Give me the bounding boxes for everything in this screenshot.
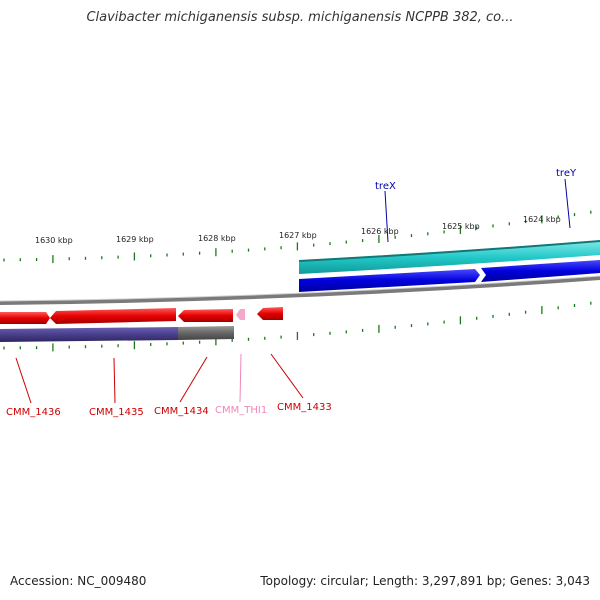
teal-feature-track[interactable] (299, 241, 600, 274)
scale-label: 1627 kbp (279, 231, 317, 240)
scale-label: 1624 kbp (523, 215, 561, 224)
gene-label-CMM_THI1[interactable]: CMM_THI1 (215, 405, 267, 416)
CMM_1433-leader-line (270, 353, 304, 399)
CMM_1434-leader-line (179, 356, 208, 403)
lower-scale-ticks (3, 301, 592, 352)
gene-label-CMM_1434[interactable]: CMM_1434 (154, 406, 209, 417)
gene-CMM_1434-arrow[interactable] (178, 309, 233, 322)
gene-label-treX[interactable]: treX (375, 181, 396, 192)
CMM_1436-leader-line (15, 357, 32, 404)
grey-feature-track[interactable] (178, 326, 234, 340)
gene-CMM_1433-arrow[interactable] (257, 307, 283, 320)
gene-label-treY[interactable]: treY (556, 168, 577, 179)
gene-label-CMM_1433[interactable]: CMM_1433 (277, 402, 332, 413)
gene-treY-arrow[interactable] (481, 260, 600, 282)
scale-labels: 1630 kbp 1629 kbp 1628 kbp 1627 kbp 1626… (35, 215, 561, 245)
gene-treX-arrow[interactable] (299, 269, 480, 292)
page-title: Clavibacter michiganensis subsp. michiga… (86, 10, 514, 25)
gene-label-CMM_1435[interactable]: CMM_1435 (89, 407, 144, 418)
scale-label: 1626 kbp (361, 227, 399, 236)
purple-feature-track[interactable] (0, 327, 178, 342)
genome-backbone (0, 276, 600, 305)
CMM_THI1-leader-line (239, 353, 242, 403)
genome-backbone-highlight (0, 275, 600, 302)
topology-summary-text: Topology: circular; Length: 3,297,891 bp… (260, 574, 590, 588)
CMM_1435-leader-line (113, 357, 116, 404)
teal-track-edge (298, 240, 600, 262)
gene-label-CMM_1436[interactable]: CMM_1436 (6, 407, 61, 418)
scale-label: 1630 kbp (35, 236, 73, 245)
treX-leader-line (384, 190, 389, 243)
gene-CMM_1436-arrow[interactable] (0, 312, 50, 324)
treY-leader-line (564, 178, 571, 229)
accession-text: Accession: NC_009480 (10, 574, 147, 588)
gene-CMM_1435-arrow[interactable] (50, 308, 176, 324)
scale-label: 1628 kbp (198, 234, 236, 243)
scale-label: 1625 kbp (442, 222, 480, 231)
gene-CMM_THI1-arrow[interactable] (236, 309, 245, 320)
upper-scale-ticks (3, 210, 592, 264)
scale-label: 1629 kbp (116, 235, 154, 244)
